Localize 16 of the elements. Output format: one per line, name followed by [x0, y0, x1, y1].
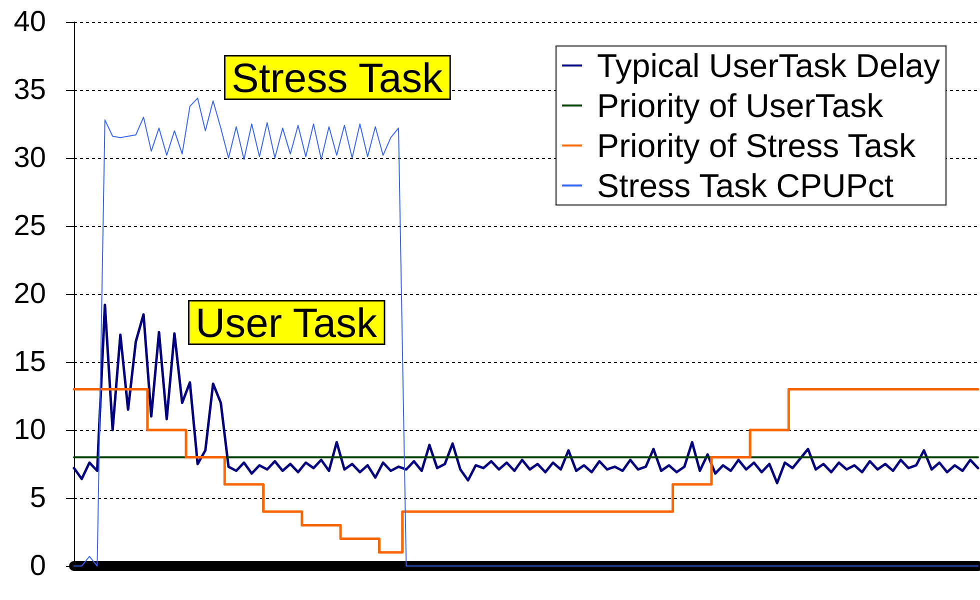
annotation: Stress Task	[232, 55, 444, 101]
line-series	[72, 304, 980, 484]
y-tick-label: 30	[14, 142, 46, 174]
y-tick-label: 10	[14, 414, 46, 446]
y-tick-label: 5	[30, 482, 46, 514]
legend-label: Priority of Stress Task	[597, 127, 916, 164]
y-tick-label: 0	[30, 550, 46, 582]
y-tick-label: 40	[14, 6, 46, 38]
y-tick-label: 25	[14, 210, 46, 242]
y-tick-label: 20	[14, 278, 46, 310]
annotation: User Task	[196, 300, 378, 346]
y-tick-label: 35	[14, 74, 46, 106]
legend-label: Priority of UserTask	[597, 87, 884, 124]
legend-label: Typical UserTask Delay	[597, 47, 940, 84]
y-tick-label: 15	[14, 346, 46, 378]
legend-label: Stress Task CPUPct	[597, 167, 894, 204]
